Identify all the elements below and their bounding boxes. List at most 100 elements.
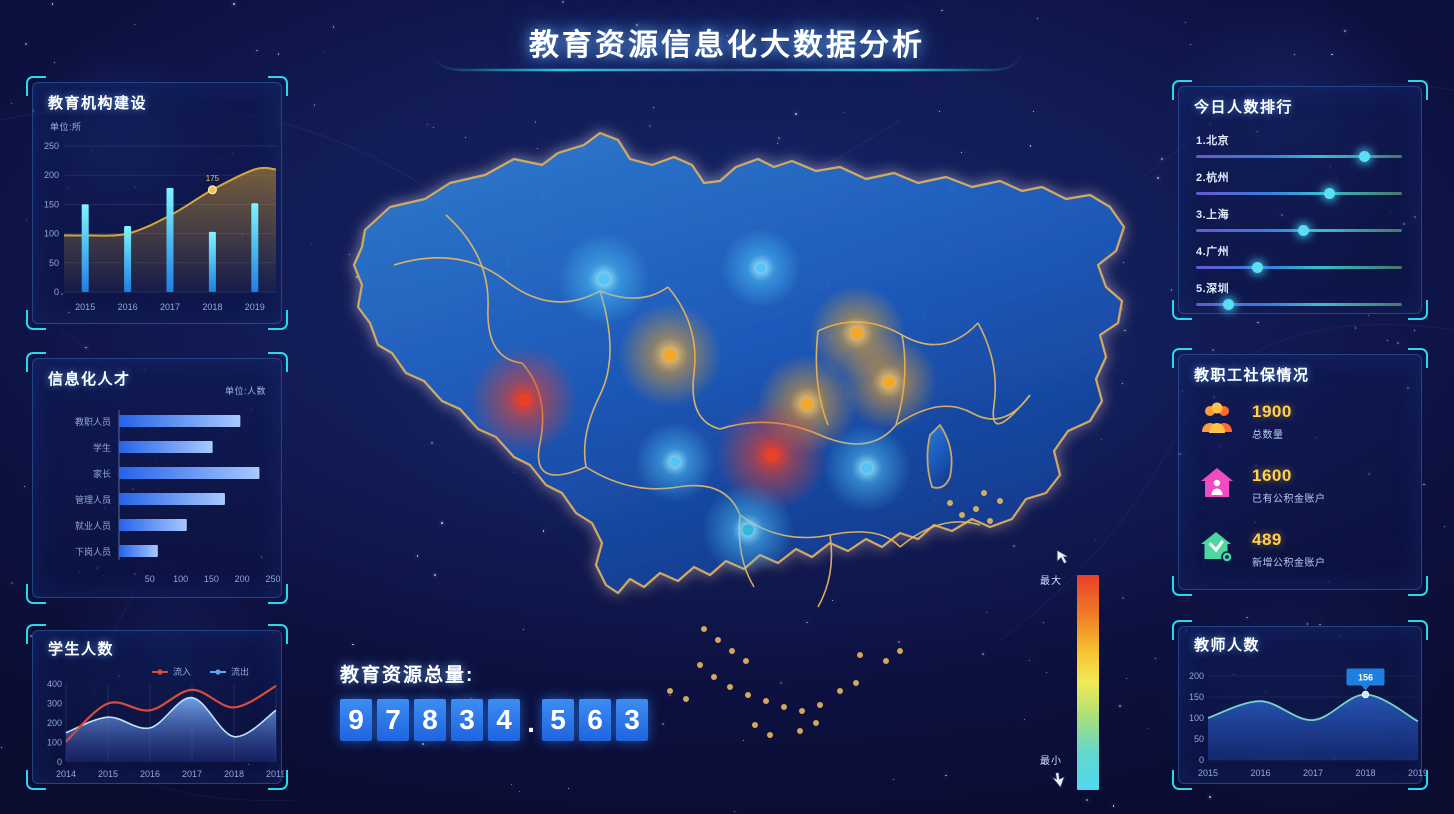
panel-teachers-title: 教师人数 — [1194, 637, 1261, 654]
institutions-annotation: 175 — [206, 174, 220, 195]
corner-bracket-icon — [1172, 348, 1192, 368]
svg-text:2017: 2017 — [160, 302, 180, 312]
svg-text:2015: 2015 — [1198, 768, 1218, 778]
svg-text:100: 100 — [1189, 713, 1204, 723]
svg-text:2015: 2015 — [98, 769, 118, 779]
social-stat-text: 1600 已有公积金账户 — [1252, 466, 1326, 505]
corner-bracket-icon — [1172, 620, 1192, 640]
people-group-icon — [1198, 400, 1236, 443]
svg-text:2019: 2019 — [1408, 768, 1426, 778]
ranking-slider-knob[interactable] — [1297, 225, 1309, 236]
teachers-line — [1207, 693, 1419, 723]
svg-text:2018: 2018 — [224, 769, 244, 779]
svg-text:200: 200 — [47, 718, 62, 728]
cursor-arrow-icon — [1056, 549, 1071, 565]
svg-text:150: 150 — [1189, 692, 1204, 702]
corner-bracket-icon — [1172, 576, 1192, 596]
svg-text:50: 50 — [1194, 734, 1204, 744]
china-map[interactable] — [300, 95, 1200, 795]
svg-text:0: 0 — [54, 287, 59, 297]
ranking-slider-knob[interactable] — [1324, 188, 1336, 199]
ranking-item-4[interactable]: 4.广州 — [1196, 243, 1402, 273]
svg-text:家长: 家长 — [93, 468, 111, 479]
map-taiwan — [926, 423, 953, 489]
ranking-item-label: 2.杭州 — [1196, 172, 1230, 184]
svg-text:2015: 2015 — [75, 302, 95, 312]
social-stat-row: 489 新增公积金账户 — [1198, 528, 1326, 571]
panel-teachers: 教师人数 0 50 100 150 200 2015 2016 2017 2018 2019 1… — [1172, 620, 1428, 790]
ranking-slider-track[interactable] — [1196, 151, 1402, 162]
social-stat-row: 1600 已有公积金账户 — [1198, 464, 1326, 507]
panel-talent-title: 信息化人才 — [48, 371, 131, 388]
institutions-x-axis-labels: 2015 2016 2017 2018 2019 — [75, 302, 265, 312]
ranking-slider-track[interactable] — [1196, 225, 1402, 236]
svg-text:200: 200 — [44, 170, 59, 180]
social-stat-caption: 新增公积金账户 — [1252, 558, 1326, 569]
students-outflow-line — [65, 696, 277, 738]
ranking-item-1[interactable]: 1.北京 — [1196, 132, 1402, 162]
panel-ranking-bg — [1178, 86, 1422, 314]
svg-text:2019: 2019 — [266, 769, 284, 779]
svg-text:100: 100 — [47, 738, 62, 748]
svg-text:0: 0 — [57, 757, 62, 767]
social-stat-caption: 总数量 — [1252, 430, 1284, 441]
corner-bracket-icon — [1408, 770, 1428, 790]
ranking-item-label: 1.北京 — [1196, 135, 1230, 147]
ranking-slider-track[interactable] — [1196, 262, 1402, 273]
panel-social: 教职工社保情况 1900 总数量 1600 已有公积金账户 489 新增公积金账户 — [1172, 348, 1428, 596]
corner-bracket-icon — [268, 770, 288, 790]
ranking-item-label: 4.广州 — [1196, 246, 1230, 258]
cursor-arrow-icon — [1050, 772, 1066, 789]
svg-text:就业人员: 就业人员 — [75, 520, 111, 531]
svg-text:教职人员: 教职人员 — [75, 416, 111, 427]
panel-students: 学生人数 0 100 200 300 400 流入 流出 2014 2015 2016 2017… — [26, 624, 288, 790]
panel-talent: 信息化人才 单位:人数 教职人员 学生 家长 管理人员 就业人员 下岗人员 50 100 15… — [26, 352, 288, 604]
svg-text:400: 400 — [47, 679, 62, 689]
svg-text:100: 100 — [173, 574, 188, 584]
svg-text:2017: 2017 — [182, 769, 202, 779]
ranking-slider-knob[interactable] — [1252, 262, 1264, 273]
svg-text:2016: 2016 — [118, 302, 138, 312]
ranking-item-2[interactable]: 2.杭州 — [1196, 169, 1402, 199]
corner-bracket-icon — [1172, 80, 1192, 100]
ranking-slider-track[interactable] — [1196, 299, 1402, 310]
corner-bracket-icon — [1408, 80, 1428, 100]
corner-bracket-icon — [268, 584, 288, 604]
teachers-tooltip: 156 — [1346, 668, 1385, 699]
house-person-icon — [1198, 464, 1236, 507]
teachers-chart[interactable]: 0 50 100 150 200 2015 2016 2017 2018 2019 156 — [1178, 660, 1426, 782]
ranking-item-3[interactable]: 3.上海 — [1196, 206, 1402, 236]
counter-digit: 7 — [377, 699, 409, 741]
svg-text:50: 50 — [49, 258, 59, 268]
heat-color-legend — [1077, 575, 1099, 790]
students-y-axis-labels: 0 100 200 300 400 — [47, 679, 62, 767]
counter-decimal-point: . — [527, 707, 535, 738]
corner-bracket-icon — [268, 352, 288, 372]
svg-text:250: 250 — [265, 574, 280, 584]
svg-text:流出: 流出 — [231, 666, 249, 677]
ranking-slider-knob[interactable] — [1359, 151, 1371, 162]
ranking-item-5[interactable]: 5.深圳 — [1196, 280, 1402, 310]
panel-institutions-unit: 单位:所 — [50, 122, 82, 132]
page-title: 教育资源信息化大数据分析 — [529, 29, 925, 62]
institutions-chart[interactable]: 0 50 100 150 200 250 2015 2016 2017 2018 2019 175 — [34, 138, 284, 318]
talent-bars[interactable] — [119, 415, 260, 557]
social-stat-row: 1900 总数量 — [1198, 400, 1292, 443]
panel-ranking: 今日人数排行 1.北京 2.杭州 3.上海 4.广州 5.深圳 — [1172, 80, 1428, 320]
corner-bracket-icon — [26, 584, 46, 604]
students-legend[interactable]: 流入 流出 — [152, 666, 249, 677]
institutions-bars[interactable] — [81, 188, 259, 292]
map-island-dots — [667, 490, 1003, 738]
ranking-slider-track[interactable] — [1196, 188, 1402, 199]
ranking-slider-knob[interactable] — [1223, 299, 1235, 310]
svg-text:管理人员: 管理人员 — [75, 494, 111, 505]
counter-digit: 3 — [616, 699, 648, 741]
svg-text:200: 200 — [1189, 671, 1204, 681]
svg-text:200: 200 — [235, 574, 250, 584]
corner-bracket-icon — [268, 310, 288, 330]
house-check-icon — [1198, 528, 1236, 571]
